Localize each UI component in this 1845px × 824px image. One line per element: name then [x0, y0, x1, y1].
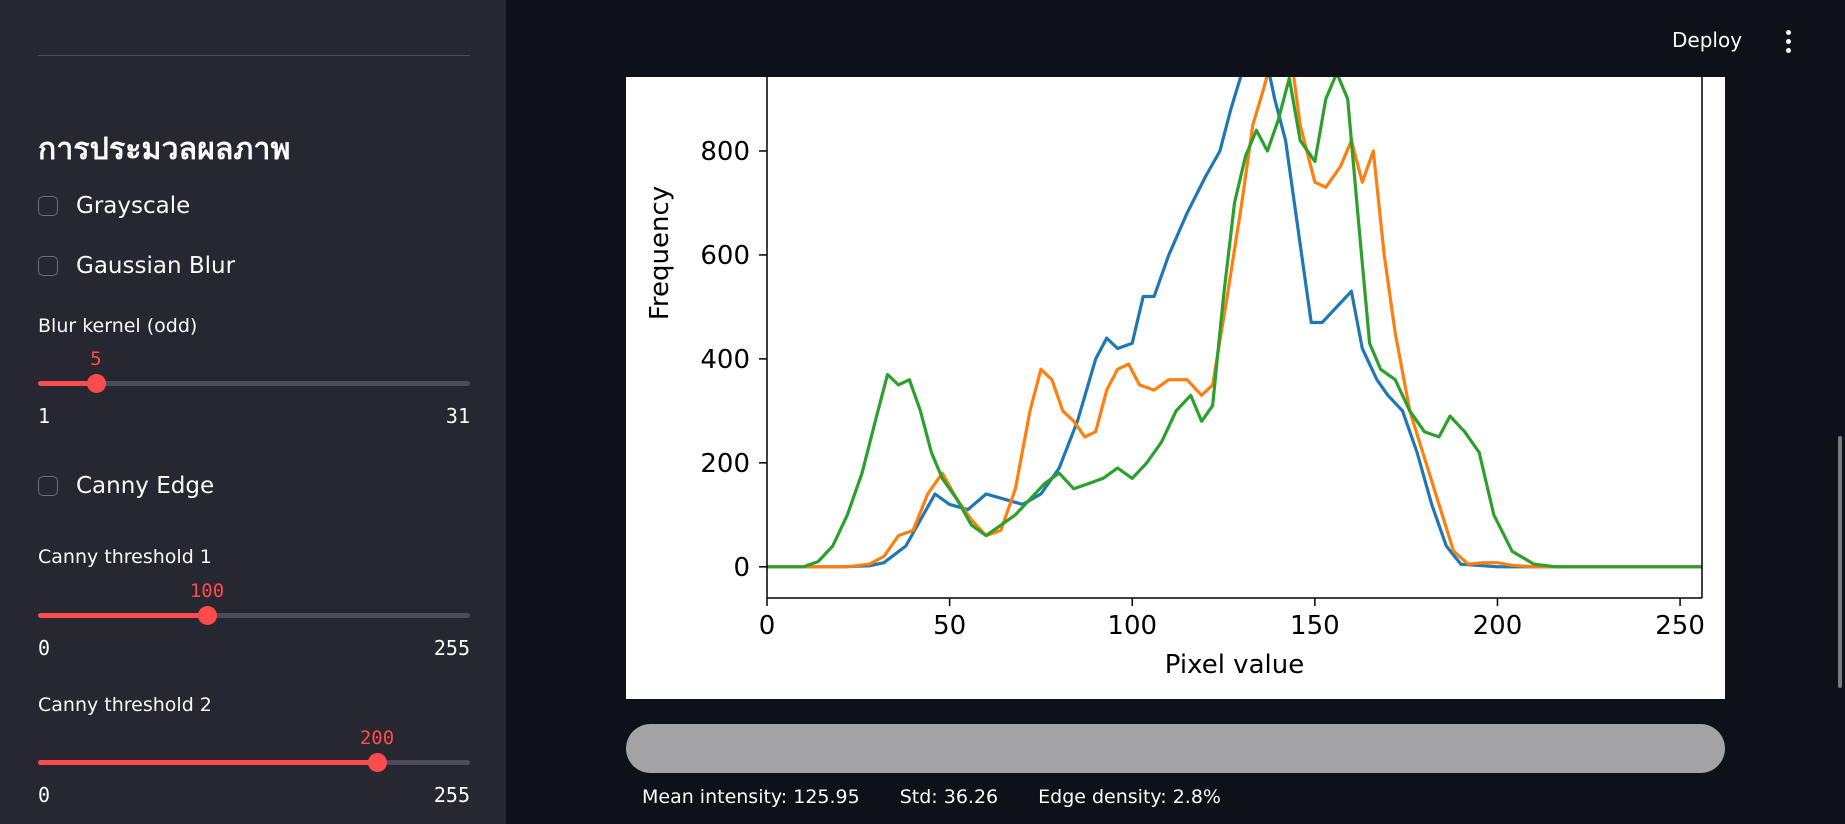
canny-threshold-2-slider[interactable]: 200 [38, 727, 470, 772]
slider-fill [38, 613, 207, 618]
gaussian-blur-label: Gaussian Blur [76, 253, 236, 279]
slider-track[interactable] [38, 381, 470, 386]
series-line-3 [767, 77, 1702, 569]
canny-threshold-1-label: Canny threshold 1 [38, 546, 212, 568]
sidebar-divider [38, 55, 470, 56]
page-scrollbar[interactable] [1838, 436, 1842, 688]
edge-density-text: Edge density: 2.8% [1038, 786, 1221, 808]
y-tick-label: 800 [700, 137, 750, 167]
slider-thumb[interactable] [87, 374, 106, 393]
kebab-menu-icon[interactable] [1781, 30, 1795, 54]
gaussian-blur-checkbox[interactable]: Gaussian Blur [38, 253, 235, 279]
progress-bar [626, 724, 1725, 773]
std-text: Std: 36.26 [899, 786, 999, 808]
canny-edge-checkbox[interactable]: Canny Edge [38, 473, 214, 499]
series-line-1 [767, 77, 1702, 569]
canny-threshold-2-max: 255 [433, 783, 470, 807]
y-tick-label: 600 [700, 241, 750, 271]
canny-edge-label: Canny Edge [76, 473, 215, 499]
slider-value: 200 [359, 727, 395, 749]
canny-edge-checkbox-box[interactable] [38, 476, 58, 496]
canny-threshold-1-slider[interactable]: 100 [38, 580, 470, 625]
sidebar: การประมวลผลภาพ Grayscale Gaussian Blur B… [0, 0, 506, 824]
grayscale-checkbox[interactable]: Grayscale [38, 193, 190, 219]
grayscale-checkbox-box[interactable] [38, 196, 58, 216]
mean-intensity-text: Mean intensity: 125.95 [642, 786, 860, 808]
slider-value: 100 [189, 580, 225, 602]
blur-kernel-label: Blur kernel (odd) [38, 315, 198, 337]
slider-value: 5 [90, 348, 102, 370]
deploy-button[interactable]: Deploy [1672, 28, 1743, 52]
histogram-svg: 05010015020025002004006008001000Pixel va… [645, 77, 1705, 680]
x-tick-label: 0 [759, 611, 776, 641]
blur-kernel-slider[interactable]: 5 [38, 348, 470, 393]
canny-threshold-2-min: 0 [38, 783, 51, 807]
canny-threshold-2-label: Canny threshold 2 [38, 694, 212, 716]
x-tick-label: 50 [933, 611, 966, 641]
x-axis-label: Pixel value [1165, 650, 1304, 680]
image-stats: Mean intensity: 125.95 Std: 36.26 Edge d… [642, 786, 1261, 808]
blur-kernel-min: 1 [38, 404, 51, 428]
slider-fill [38, 381, 96, 386]
histogram-chart: 05010015020025002004006008001000Pixel va… [626, 77, 1725, 699]
gaussian-blur-checkbox-box[interactable] [38, 256, 58, 276]
slider-thumb[interactable] [198, 606, 217, 625]
canny-threshold-1-min: 0 [38, 636, 51, 660]
canny-threshold-1-max: 255 [433, 636, 470, 660]
y-tick-label: 400 [700, 345, 750, 375]
x-tick-label: 100 [1107, 611, 1157, 641]
y-axis-label: Frequency [645, 186, 675, 320]
series-line-2 [767, 77, 1702, 569]
x-tick-label: 200 [1473, 611, 1523, 641]
x-tick-label: 250 [1655, 611, 1705, 641]
slider-thumb[interactable] [368, 753, 387, 772]
grayscale-label: Grayscale [76, 193, 191, 219]
slider-track[interactable] [38, 613, 470, 618]
x-tick-label: 150 [1290, 611, 1340, 641]
sidebar-heading: การประมวลผลภาพ [38, 132, 291, 167]
y-tick-label: 200 [700, 449, 750, 479]
y-tick-label: 0 [733, 553, 750, 583]
blur-kernel-max: 31 [445, 404, 470, 428]
slider-fill [38, 760, 377, 765]
